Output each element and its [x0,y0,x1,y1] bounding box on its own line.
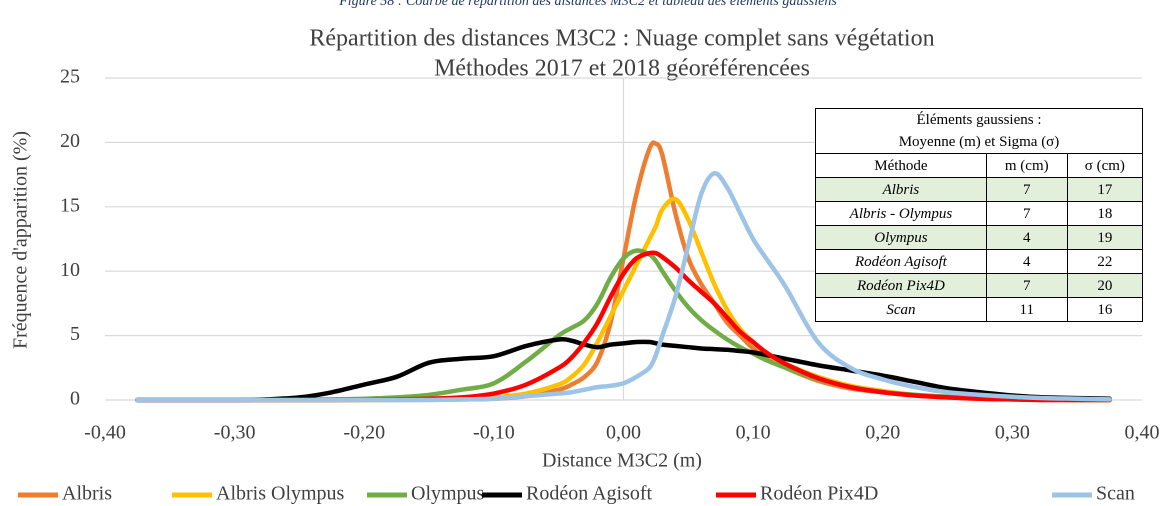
x-tick-label: 0,20 [865,422,900,444]
table-row: Rodéon Pix4D 7 20 [815,273,1144,298]
table-header: m (cm) [985,153,1068,178]
gaussian-table: Éléments gaussiens : Moyenne (m) et Sigma… [815,108,1144,322]
legend-label: Olympus [411,483,485,505]
table-header: σ (cm) [1066,153,1144,178]
y-tick-label: 10 [60,259,80,281]
table-cell: 4 [985,249,1068,274]
table-title: Moyenne (m) et Sigma (σ) [815,131,1143,154]
y-tick-label: 5 [70,323,80,345]
x-tick-label: 0,30 [995,422,1030,444]
series-line [135,171,1112,403]
table-row: Olympus 4 19 [815,225,1144,250]
table-header-row: Méthode m (cm) σ (cm) [815,153,1144,178]
table-cell: Albris [815,177,987,202]
legend-label: Albris [62,483,112,505]
table-row: Rodéon Agisoft 4 22 [815,249,1144,274]
table-cell: 17 [1066,177,1144,202]
legend-label: Rodéon Pix4D [760,483,878,505]
table-cell: 4 [985,225,1068,250]
table-cell: 22 [1066,249,1144,274]
chart-title: Répartition des distances M3C2 : Nuage c… [309,26,934,52]
table-cell: 20 [1066,273,1144,298]
table-cell: 18 [1066,201,1144,226]
y-tick-label: 25 [60,66,80,88]
table-cell: 7 [985,273,1068,298]
table-row: Albris - Olympus 7 18 [815,201,1144,226]
caption: Figure 58 : Courbe de répartition des di… [338,0,837,9]
legend-label: Rodéon Agisoft [526,483,653,505]
table-cell: Olympus [815,225,987,250]
x-tick-label: 0,10 [736,422,771,444]
series-line [135,336,1112,403]
table-header: Méthode [815,153,987,178]
x-tick-label: -0,40 [84,422,126,444]
table-cell: 16 [1066,297,1144,322]
table-cell: Rodéon Agisoft [815,249,987,274]
x-tick-label: -0,20 [343,422,385,444]
table-cell: Albris - Olympus [815,201,987,226]
y-axis-label: Fréquence d'apparition (%) [10,131,32,349]
x-axis-label: Distance M3C2 (m) [542,450,702,472]
table-cell: 7 [985,201,1068,226]
x-tick-label: 0,00 [606,422,641,444]
table-cell: 11 [985,297,1068,322]
table-cell: 19 [1066,225,1144,250]
x-tick-label: 0,40 [1125,422,1160,444]
y-tick-label: 20 [60,130,80,152]
table-title-row: Moyenne (m) et Sigma (σ) [815,131,1143,154]
x-tick-label: -0,10 [473,422,515,444]
legend-label: Albris Olympus [216,483,345,505]
table-row: Albris 7 17 [815,177,1144,202]
table-cell: 7 [985,177,1068,202]
x-tick-label: -0,30 [214,422,256,444]
table-cell: Rodéon Pix4D [815,273,987,298]
table-title: Éléments gaussiens : [815,108,1143,131]
y-tick-label: 0 [70,388,80,410]
table-row: Scan 11 16 [815,297,1144,322]
table-title-row: Éléments gaussiens : [815,108,1143,131]
y-tick-label: 15 [60,194,80,216]
chart-subtitle: Méthodes 2017 et 2018 géoréférencées [434,56,810,82]
legend-label: Scan [1096,483,1135,505]
table-cell: Scan [815,297,987,322]
